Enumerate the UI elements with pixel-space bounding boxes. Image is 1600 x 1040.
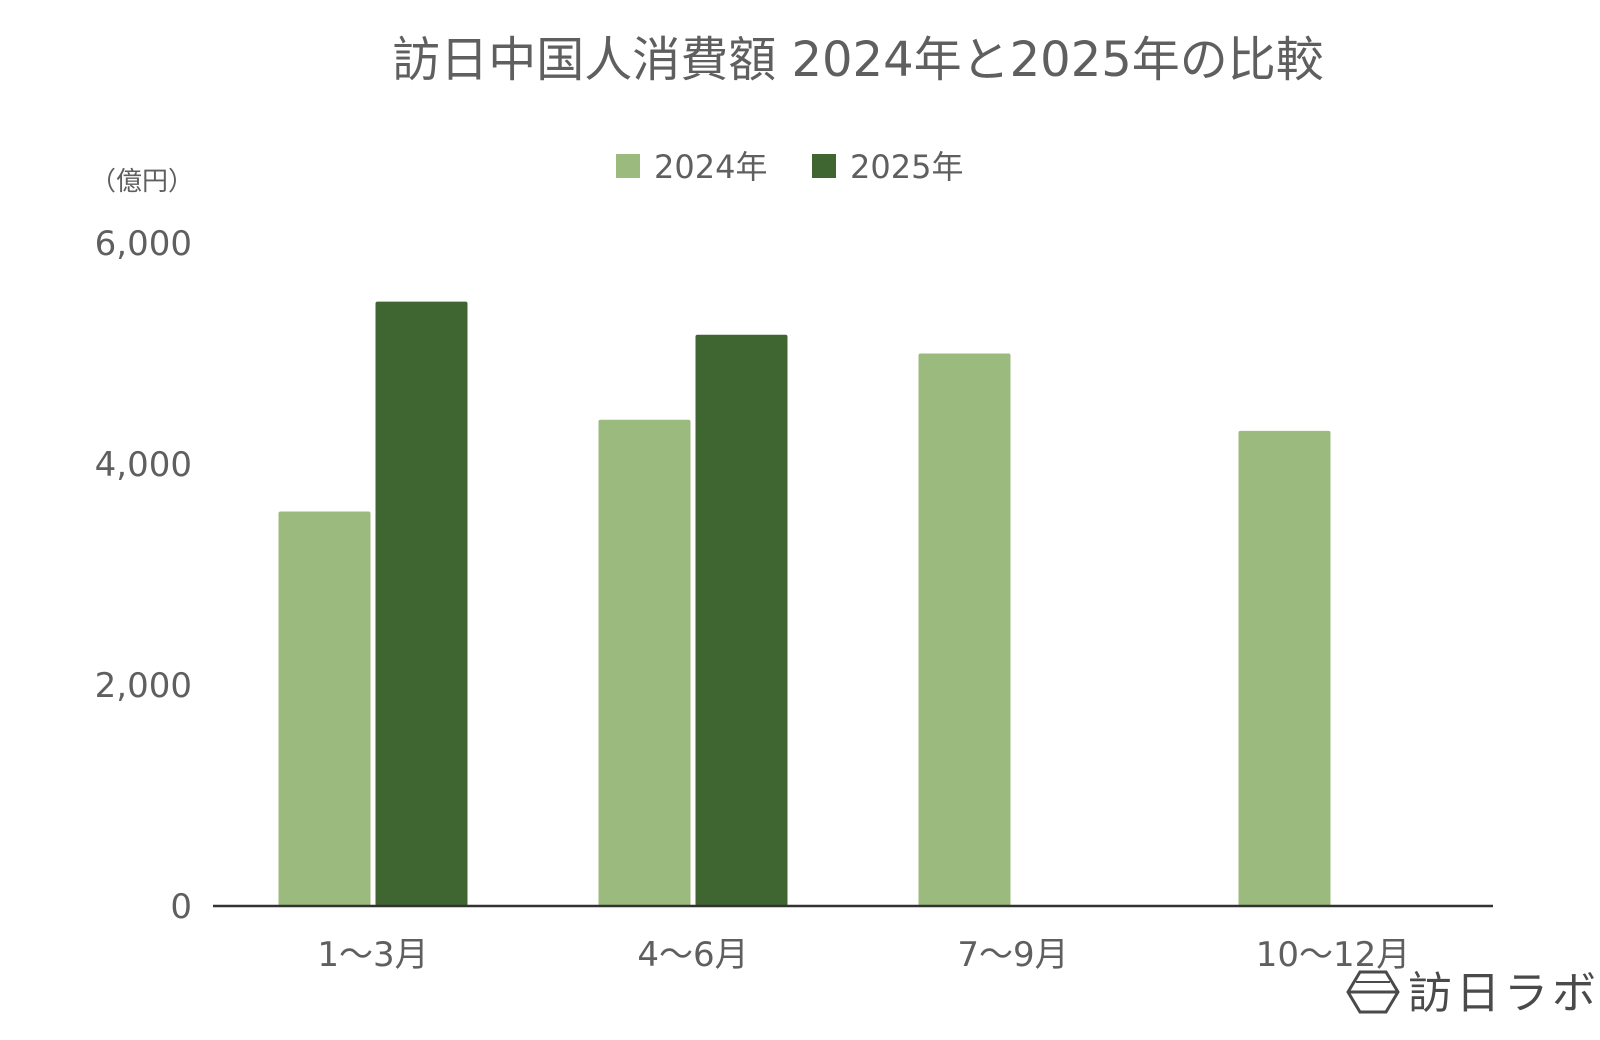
watermark: 訪日ラボ xyxy=(1346,968,1600,1019)
legend-swatch xyxy=(616,154,640,178)
y-tick-label: 4,000 xyxy=(95,445,192,485)
chart-title: 訪日中国人消費額 2024年と2025年の比較 xyxy=(392,32,1324,88)
legend-label: 2024年 xyxy=(654,148,767,186)
watermark-text: 訪日ラボ xyxy=(1408,968,1600,1019)
y-axis-ticks: 0 2,000 4,000 6,000 xyxy=(95,224,192,927)
legend-label: 2025年 xyxy=(850,148,963,186)
y-tick-label: 2,000 xyxy=(95,666,192,706)
y-axis-unit-label: （億円） xyxy=(90,167,194,197)
bar-series2 xyxy=(695,334,788,907)
y-tick-label: 6,000 xyxy=(95,224,192,264)
bar-series2 xyxy=(375,301,468,906)
x-tick-label: 4〜6月 xyxy=(637,935,748,975)
bar-series1 xyxy=(598,419,691,906)
y-tick-label: 0 xyxy=(170,887,192,927)
bar-series1 xyxy=(918,353,1011,906)
bar-series1 xyxy=(278,511,371,906)
x-tick-label: 1〜3月 xyxy=(317,935,428,975)
x-tick-label: 10〜12月 xyxy=(1256,935,1411,975)
legend-swatch xyxy=(812,154,836,178)
legend: 2024年 2025年 xyxy=(616,148,963,186)
hexagon-logo-icon xyxy=(1346,970,1400,1014)
x-axis-ticks: 1〜3月 4〜6月 7〜9月 10〜12月 xyxy=(317,935,1410,975)
bars xyxy=(278,301,1331,907)
bar-series1 xyxy=(1238,430,1331,906)
x-tick-label: 7〜9月 xyxy=(957,935,1068,975)
